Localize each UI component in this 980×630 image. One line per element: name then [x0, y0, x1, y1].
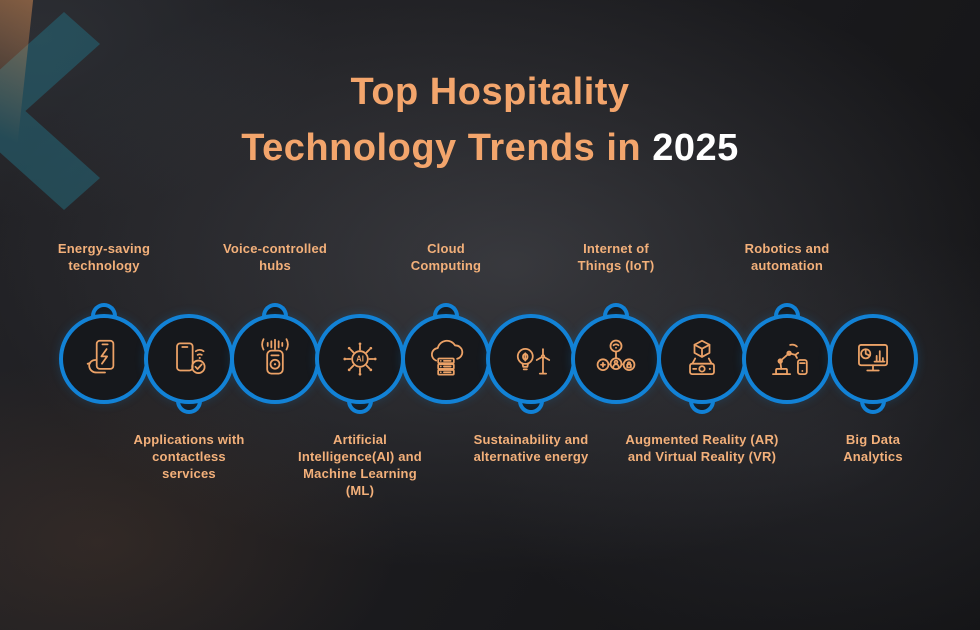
trend-circle: [571, 314, 661, 404]
trend-item-iot: Internet of Things (IoT): [531, 0, 701, 630]
title-year-highlight: 2025: [652, 127, 739, 169]
chain-bump: [433, 303, 459, 316]
title-line-2: Technology Trends in 2025: [0, 120, 980, 176]
trend-circle: [144, 314, 234, 404]
trend-circle: [742, 314, 832, 404]
trend-label: Augmented Reality (AR) and Virtual Reali…: [625, 432, 779, 465]
chain-bump: [176, 401, 202, 414]
infographic-title: Top Hospitality Technology Trends in 202…: [0, 64, 980, 176]
contactless-phone-check-icon: [164, 334, 214, 384]
chain-bump: [91, 303, 117, 316]
data-analytics-chart-icon: [848, 334, 898, 384]
trend-item-ar-vr: Augmented Reality (AR) and Virtual Reali…: [617, 0, 787, 630]
chain-bump: [689, 401, 715, 414]
trend-label: Robotics and automation: [744, 240, 830, 273]
trend-label: Cloud Computing: [410, 240, 482, 273]
trend-label: Voice-controlled hubs: [222, 240, 328, 273]
trend-label: Sustainability and alternative energy: [473, 432, 589, 465]
voice-hub-speaker-icon: [250, 334, 300, 384]
title-line-1: Top Hospitality: [350, 71, 630, 113]
trend-label: Energy-saving technology: [57, 240, 151, 273]
ar-vr-cube-icon: [677, 334, 727, 384]
chain-bump: [262, 303, 288, 316]
chain-bump: [860, 401, 886, 414]
ai-chip-icon: AI: [335, 334, 385, 384]
trend-label: Artificial Intelligence(AI) and Machine …: [298, 432, 422, 499]
trend-label: Internet of Things (IoT): [577, 240, 655, 273]
trend-circle: [401, 314, 491, 404]
trend-item-robotics: Robotics and automation: [702, 0, 872, 630]
iot-network-icon: [591, 334, 641, 384]
trend-item-cloud-computing: Cloud Computing: [361, 0, 531, 630]
eco-bulb-wind-turbine-icon: [506, 334, 556, 384]
trend-label: Big Data Analytics: [843, 432, 903, 465]
chain-bump: [347, 401, 373, 414]
decor-k-logo-fragment: [0, 12, 100, 210]
cloud-server-icon: [421, 334, 471, 384]
svg-text:AI: AI: [356, 355, 364, 364]
trend-circle: AI: [315, 314, 405, 404]
chain-bump: [774, 303, 800, 316]
trend-item-energy-saving: Energy-saving technology: [19, 0, 189, 630]
trend-circle: [230, 314, 320, 404]
trend-circle: [59, 314, 149, 404]
robotic-arm-icon: [762, 334, 812, 384]
trend-circle: [486, 314, 576, 404]
chain-bump: [518, 401, 544, 414]
trend-circle: [657, 314, 747, 404]
trend-item-big-data: Big Data Analytics: [788, 0, 958, 630]
trend-circle: [828, 314, 918, 404]
trend-item-ai-ml: Artificial Intelligence(AI) and Machine …: [275, 0, 445, 630]
chain-bump: [603, 303, 629, 316]
trend-label: Applications with contactless services: [133, 432, 245, 482]
energy-saving-phone-icon: [79, 334, 129, 384]
title-line-2-text: Technology Trends in: [241, 127, 642, 169]
